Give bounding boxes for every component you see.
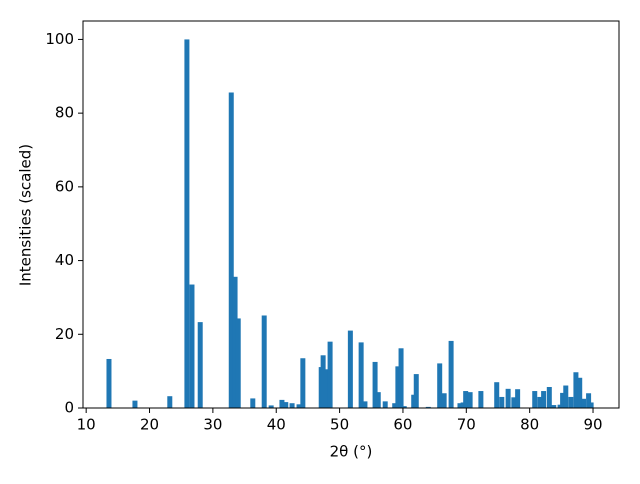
- x-tick-label: 20: [140, 416, 159, 434]
- bar: [413, 374, 419, 408]
- bar: [375, 392, 381, 408]
- bar: [320, 355, 326, 408]
- x-tick-label: 70: [457, 416, 476, 434]
- bar: [401, 406, 407, 408]
- x-tick-label: 50: [330, 416, 349, 434]
- bar: [347, 330, 353, 408]
- x-tick-label: 90: [583, 416, 602, 434]
- x-tick-label: 60: [393, 416, 412, 434]
- plot-frame: [82, 20, 620, 409]
- bar: [560, 392, 566, 408]
- bar: [228, 92, 234, 408]
- bar: [250, 398, 256, 408]
- bar: [411, 394, 417, 408]
- bar: [323, 369, 329, 408]
- bar: [372, 361, 378, 408]
- y-tick-label: 60: [55, 177, 74, 195]
- bar: [499, 396, 505, 408]
- bar: [505, 388, 511, 408]
- bar: [358, 342, 364, 408]
- bar: [557, 404, 563, 408]
- bar: [398, 348, 404, 408]
- bar: [588, 402, 594, 408]
- x-tick-label: 30: [203, 416, 222, 434]
- bar: [541, 391, 547, 408]
- x-tick-label: 10: [77, 416, 96, 434]
- bar: [546, 386, 552, 408]
- bar: [362, 401, 368, 408]
- y-tick-label: 0: [64, 399, 74, 417]
- y-tick-label: 100: [45, 30, 74, 48]
- x-tick-label: 80: [520, 416, 539, 434]
- bar: [457, 403, 463, 408]
- bar: [232, 276, 238, 408]
- bar: [586, 393, 592, 408]
- bar: [551, 405, 557, 408]
- bar: [395, 366, 401, 408]
- bar: [382, 401, 388, 408]
- bar: [425, 406, 431, 408]
- bar: [197, 322, 203, 408]
- bar: [268, 405, 274, 408]
- bar: [448, 340, 454, 408]
- bar: [515, 389, 521, 408]
- bar: [289, 403, 295, 408]
- y-tick-label: 20: [55, 325, 74, 343]
- bar: [478, 391, 484, 408]
- bar: [441, 393, 447, 408]
- x-axis-label: 2θ (°): [330, 443, 373, 461]
- bar: [327, 341, 333, 408]
- bar: [532, 391, 538, 408]
- bar: [300, 358, 306, 408]
- bar: [437, 363, 443, 408]
- bar: [106, 358, 112, 408]
- bar: [467, 392, 473, 408]
- bar: [132, 400, 138, 408]
- bar: [261, 315, 267, 408]
- bar: [283, 402, 289, 408]
- bar: [235, 318, 241, 408]
- bar: [563, 385, 569, 408]
- bar: [189, 284, 195, 408]
- y-tick-label: 80: [55, 104, 74, 122]
- bar: [463, 391, 469, 408]
- bar: [577, 377, 583, 408]
- bar: [568, 396, 574, 408]
- bar: [573, 372, 579, 408]
- bar: [537, 396, 543, 408]
- bar: [460, 402, 466, 408]
- y-axis-label: Intensities (scaled): [17, 144, 35, 286]
- y-tick-label: 40: [55, 251, 74, 269]
- x-tick-label: 40: [267, 416, 286, 434]
- bar: [494, 382, 500, 408]
- bar: [279, 399, 285, 408]
- bar: [581, 398, 587, 408]
- bar: [167, 396, 173, 408]
- bar: [184, 39, 190, 409]
- bar: [511, 397, 517, 408]
- bar: [392, 403, 398, 408]
- bar: [296, 404, 302, 408]
